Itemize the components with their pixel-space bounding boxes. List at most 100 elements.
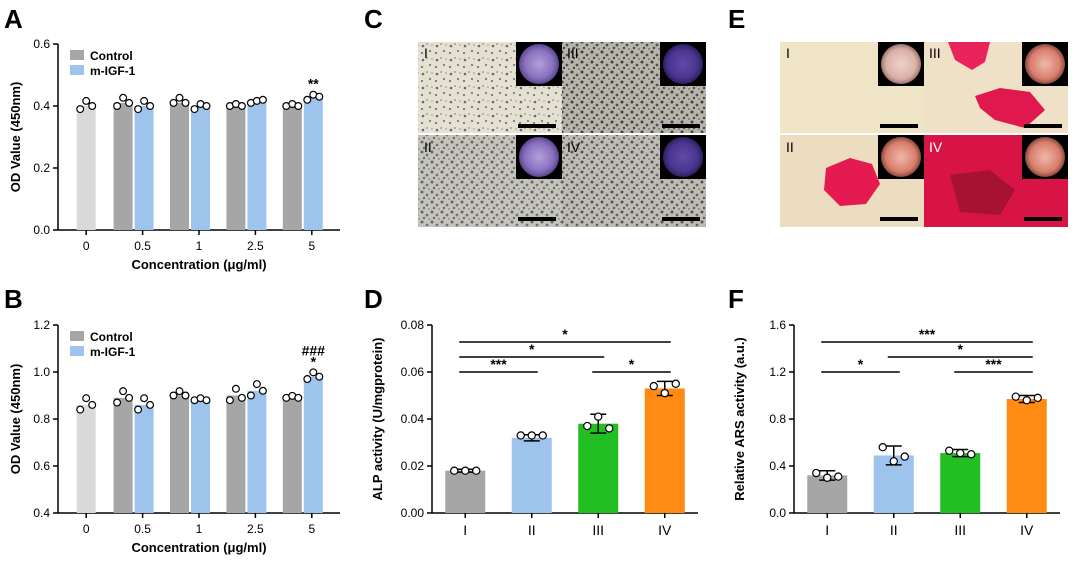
bar-migf [191,400,210,513]
y-axis-title: ALP activity (U/mgprotein) [370,337,385,500]
data-point [1022,396,1031,405]
y-axis-title: Relative ARS activity (a.u.) [732,337,747,501]
x-tick-label: 1 [196,239,203,253]
data-point [140,96,149,105]
y-tick-label: 0.00 [401,506,425,520]
y-axis-title: OD Value (450nm) [8,82,23,193]
bar-migf [303,376,323,513]
data-point [134,105,143,114]
y-tick-label: 0.4 [769,459,786,473]
data-point [190,105,199,114]
data-point [538,431,547,440]
bar-migf [247,102,267,230]
data-point [140,394,149,403]
bar-control [170,102,189,230]
micrograph-label: III [567,45,579,61]
data-point [125,98,134,107]
y-tick-label: 0.4 [33,99,50,113]
micrograph-e-4: IV [924,135,1068,227]
scale-bar [1024,217,1062,221]
micrograph-e-3: III [924,42,1068,133]
data-point [181,391,190,400]
data-point [76,405,85,414]
data-point [583,421,592,431]
x-tick-label: IV [658,522,672,538]
micrograph-e-2: II [780,135,924,227]
significance-label: * [858,356,864,372]
data-point [258,95,267,104]
bar-group-2 [511,437,552,513]
chart-f: F 0.00.40.81.21.6I II III IV********Relativ… [728,284,1060,538]
y-tick-label: 0.6 [33,459,50,473]
data-point [258,386,267,395]
y-axis-title: OD Value (450nm) [8,364,23,475]
x-axis-title: Concentration (μg/ml) [131,257,266,272]
significance-label: * [562,326,568,342]
x-tick-label: II [528,522,536,538]
x-tick-label: 0 [83,522,90,536]
data-point [252,380,261,389]
bar-control [113,397,133,513]
panel-letter-d: D [364,284,383,314]
data-point [516,431,525,440]
bar-migf [303,96,323,230]
bar-group-4 [1006,399,1047,513]
data-point [594,412,603,421]
chart-b: B 0.4 0.6 0.8 1.0 1.2 0 0.5 1 2.5 5 ###* Controlm-I… [4,284,340,555]
data-point [119,93,128,102]
data-point [649,381,658,391]
data-point [146,101,155,110]
x-tick-label: 5 [308,239,315,253]
data-point [945,446,954,455]
x-tick-label: III [954,522,966,538]
micrograph-label: I [424,45,428,61]
data-point [889,457,898,466]
data-point [175,93,184,102]
data-point [181,98,190,107]
micrograph-c-1: I [418,42,562,133]
data-point [878,443,887,452]
legend-label-migf: m-IGF-1 [90,345,136,359]
scale-bar [880,217,918,221]
data-point [315,372,324,381]
panel-letter-c: C [364,4,383,34]
data-point [472,466,481,475]
bar-migf [247,390,267,513]
y-tick-label: 0.4 [33,506,50,520]
y-tick-label: 0.0 [769,506,786,520]
data-point [175,387,184,396]
chart-d: D 0.000.020.040.060.08I II III IV******ALP … [364,284,698,538]
data-point [671,379,680,388]
x-tick-label: 2.5 [247,522,264,536]
significance-label: * [311,353,317,369]
data-point [231,384,240,393]
micrograph-label: III [929,45,941,61]
data-point [237,393,246,402]
data-point [113,101,122,110]
data-point [1033,393,1042,403]
bar-control [282,106,302,230]
scale-bar [880,124,918,128]
scale-bar [518,124,556,128]
data-point [461,466,470,475]
data-point [834,472,843,481]
micrograph-panel-c: C I III II IV [364,4,706,227]
significance-label: * [529,341,535,357]
data-point [169,391,178,400]
y-tick-label: 0.8 [769,412,786,426]
data-point [823,473,832,482]
bar-control [76,404,96,513]
legend-label-control: Control [90,330,133,344]
significance-label: * [629,356,635,372]
scale-bar [662,217,700,221]
y-tick-label: 1.2 [769,365,786,379]
legend-swatch-control [70,50,84,60]
panel-letter-e: E [728,4,745,34]
data-point [225,396,234,405]
data-point [134,405,143,414]
y-tick-label: 0.06 [401,365,425,379]
data-point [450,466,459,475]
data-point [125,393,134,402]
data-point [76,105,85,114]
